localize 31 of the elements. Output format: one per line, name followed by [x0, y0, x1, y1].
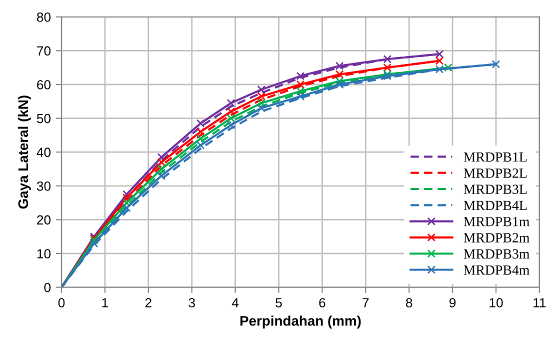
x-tick-label: 8: [406, 298, 412, 308]
legend-label: MRDPB1m: [464, 216, 530, 226]
x-tick-label: 0: [58, 298, 65, 308]
x-axis-title: Perpindahan (mm): [240, 316, 361, 329]
y-tick-label: 50: [36, 114, 51, 124]
y-tick-label: 80: [36, 12, 51, 22]
x-tick-label: 11: [534, 298, 546, 308]
y-tick-label: 60: [37, 80, 51, 90]
legend-label: MRDPB1L: [464, 152, 527, 162]
y-tick-label: 30: [36, 181, 51, 191]
x-tick-label: 2: [145, 298, 152, 308]
x-tick-label: 9: [449, 298, 456, 308]
legend-label: MRDPB3m: [464, 249, 530, 259]
y-tick-label: 0: [44, 282, 51, 292]
x-tick-label: 10: [490, 298, 503, 308]
legend-label: MRDPB4m: [464, 265, 530, 275]
legend-label: MRDPB2m: [464, 233, 530, 242]
y-tick-label: 20: [37, 215, 51, 225]
y-tick-label: 10: [37, 249, 51, 258]
x-tick-label: 6: [319, 298, 326, 308]
y-axis-title: Gaya Lateral (kN): [18, 96, 31, 209]
x-tick-label: 4: [232, 298, 239, 308]
x-tick-label: 5: [276, 298, 282, 308]
x-tick-label: 1: [102, 298, 108, 308]
legend-label: MRDPB3L: [464, 184, 527, 194]
legend-label: MRDPB2L: [464, 168, 527, 178]
y-tick-label: 40: [36, 148, 51, 158]
x-tick-label: 7: [362, 298, 369, 308]
y-tick-label: 70: [37, 46, 51, 56]
legend-label: MRDPB4L: [464, 200, 527, 210]
x-tick-label: 3: [188, 298, 195, 308]
